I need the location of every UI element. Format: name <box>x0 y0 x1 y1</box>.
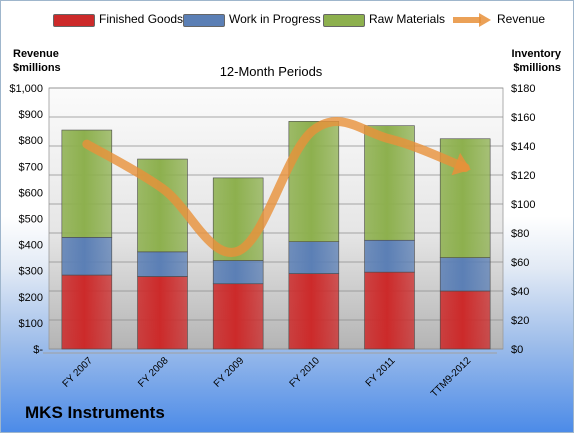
bar-work-in-progress <box>212 260 264 285</box>
x-tick-label: FY 2011 <box>364 355 398 389</box>
left-tick-label: $300 <box>19 266 43 278</box>
bar-work-in-progress <box>439 257 491 292</box>
bar-work-in-progress <box>364 239 415 273</box>
x-tick-label: FY 2008 <box>136 355 171 390</box>
x-tick-label: FY 2010 <box>288 355 323 390</box>
left-tick-label: $600 <box>19 187 43 199</box>
right-tick-label: $80 <box>511 228 529 240</box>
right-tick-label: $60 <box>511 257 529 269</box>
revenue-arrowhead <box>451 152 471 176</box>
legend-swatch <box>183 14 225 27</box>
bar-work-in-progress <box>61 237 113 276</box>
left-tick-label: $800 <box>19 135 43 147</box>
legend-swatch <box>323 14 365 27</box>
legend-label: Revenue <box>497 12 546 26</box>
right-tick-label: $40 <box>511 286 529 298</box>
right-tick-label: $20 <box>511 315 529 327</box>
bar-finished-goods <box>364 271 415 350</box>
left-tick-label: $1,000 <box>9 83 43 95</box>
right-tick-label: $180 <box>511 83 535 95</box>
left-axis-title-line2: $millions <box>13 62 61 74</box>
right-tick-label: $140 <box>511 141 535 153</box>
legend-label: Work in Progress <box>229 12 321 26</box>
left-tick-label: $700 <box>19 161 43 173</box>
bar-work-in-progress <box>288 241 340 274</box>
bar-raw-materials <box>288 121 340 242</box>
revenue-line <box>82 117 470 257</box>
legend-label: Raw Materials <box>369 12 446 26</box>
bar-finished-goods <box>439 290 491 350</box>
chart-subtitle: 12-Month Periods <box>219 64 323 79</box>
left-axis-title-line1: Revenue <box>13 48 59 60</box>
left-tick-label: $- <box>33 344 43 356</box>
x-tick-label: FY 2009 <box>212 355 247 390</box>
right-tick-label: $100 <box>511 199 535 211</box>
bar-finished-goods <box>212 283 264 350</box>
right-axis-title-line2: $millions <box>513 62 561 74</box>
plot-area <box>48 87 504 350</box>
legend-swatch <box>53 14 95 27</box>
right-tick-label: $120 <box>511 170 535 182</box>
left-tick-label: $100 <box>19 318 43 330</box>
legend-arrow-swatch <box>451 11 493 29</box>
bar-finished-goods <box>288 273 340 350</box>
x-tick-label: TTM9-2012 <box>429 355 474 400</box>
right-axis-title: Inventory $millions <box>511 47 561 75</box>
bar-work-in-progress <box>137 251 188 277</box>
bar-finished-goods <box>137 276 188 350</box>
right-axis-title-line1: Inventory <box>511 48 561 60</box>
right-tick-label: $0 <box>511 344 523 356</box>
legend-label: Finished Goods <box>99 12 184 26</box>
company-name: MKS Instruments <box>25 403 165 422</box>
right-tick-label: $160 <box>511 112 535 124</box>
legend: Finished Goods Work in Progress Raw Materi… <box>1 11 573 29</box>
left-tick-label: $500 <box>19 214 43 226</box>
left-tick-label: $900 <box>19 109 43 121</box>
x-tick-label: FY 2007 <box>61 355 96 390</box>
left-tick-label: $200 <box>19 292 43 304</box>
left-tick-label: $400 <box>19 240 43 252</box>
bar-finished-goods <box>61 274 113 350</box>
left-axis-title: Revenue $millions <box>13 47 61 75</box>
